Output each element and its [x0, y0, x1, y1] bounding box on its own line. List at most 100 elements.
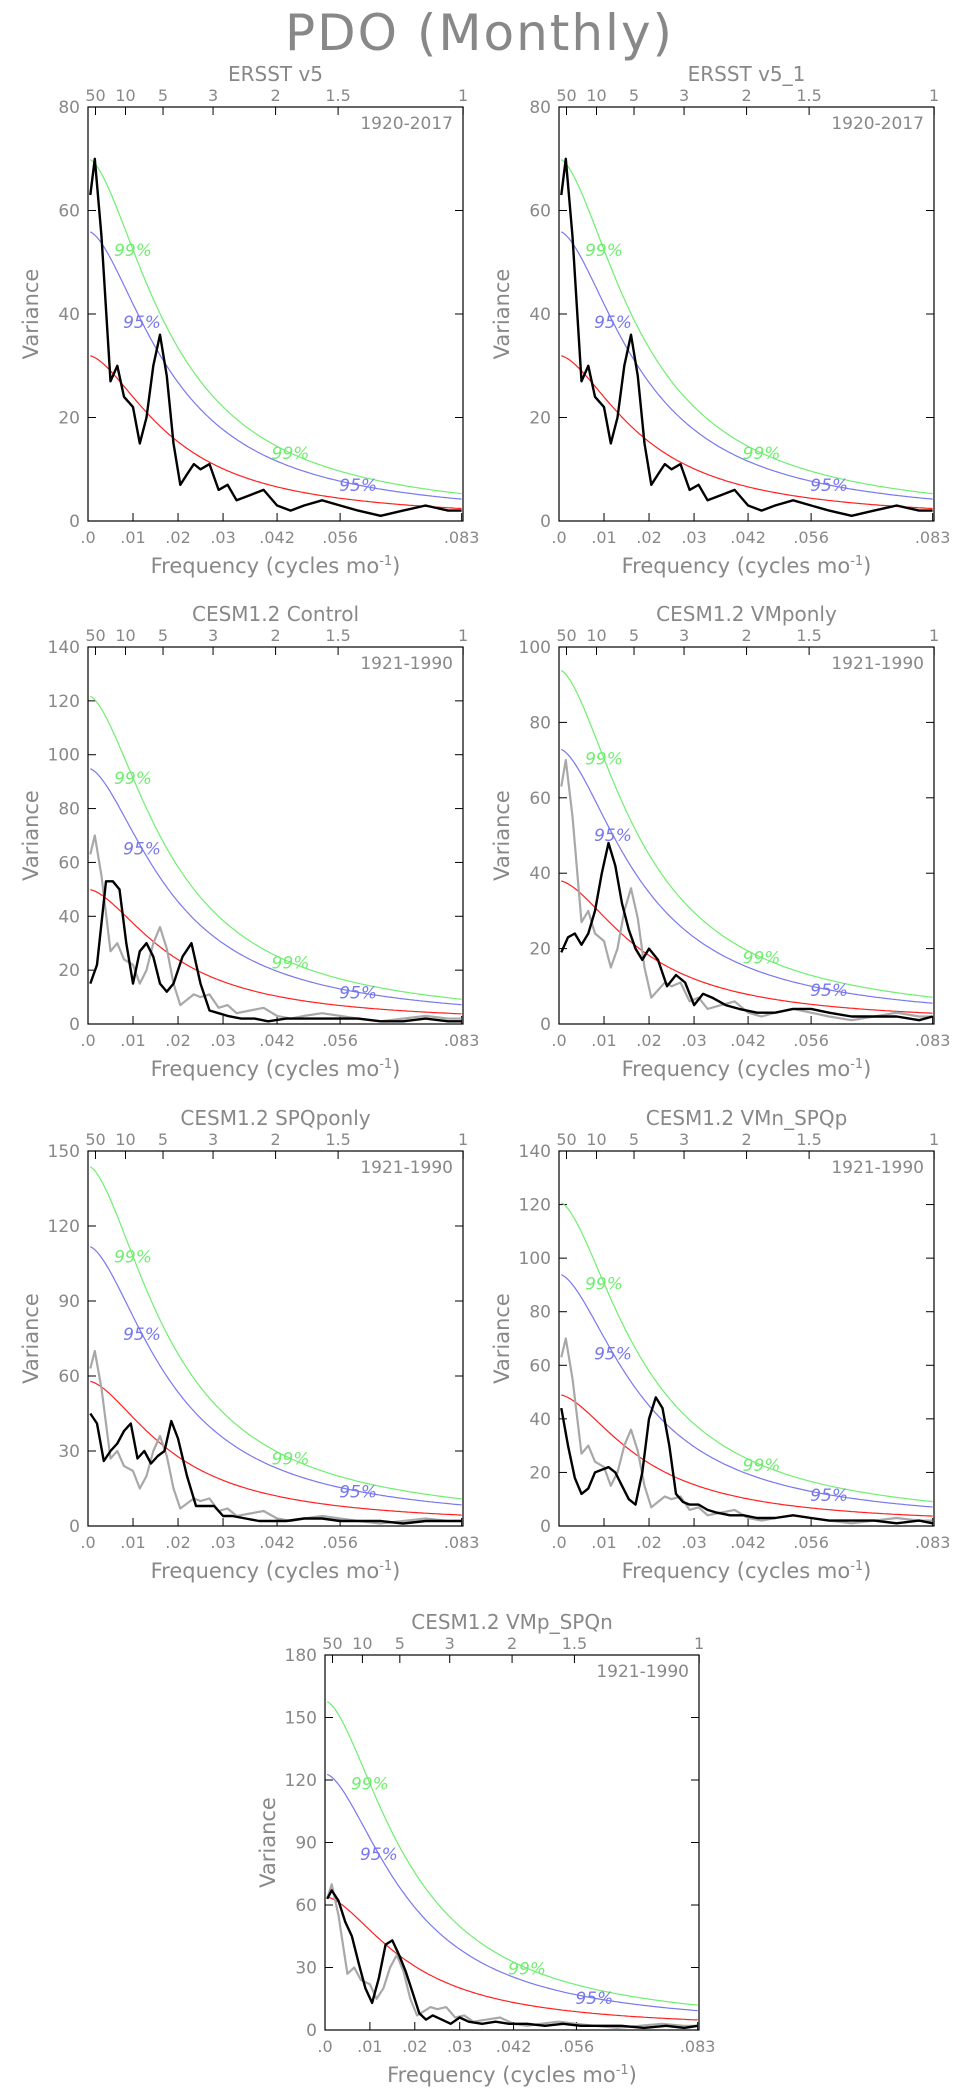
spectrum-series-line [89, 157, 462, 517]
period-tick-label: 5 [395, 1634, 405, 1653]
x-tick-label: .083 [915, 1031, 951, 1050]
spectrum-series-line [560, 841, 933, 1022]
period-tick-label: 1.5 [325, 1130, 350, 1149]
y-tick-label: 0 [69, 1015, 80, 1035]
ci95-label: 95% [339, 1482, 377, 1502]
x-tick-label: .01 [591, 1031, 616, 1050]
x-tick-label: .056 [793, 1533, 829, 1552]
period-tick-label: 10 [586, 86, 606, 105]
x-tick-label: .042 [730, 1533, 766, 1552]
x-tick-label: .042 [259, 528, 295, 547]
red-noise-curve [90, 1380, 462, 1516]
y-tick-label: 120 [285, 1771, 317, 1791]
ci95-label: 95% [594, 826, 632, 846]
x-tick-label: .0 [80, 1533, 95, 1552]
period-tick-label: 3 [679, 626, 689, 645]
chart-panel-5: CESM1.2 SPQponly1921-19900306090120150.0… [19, 1106, 479, 1583]
x-tick-label: .03 [681, 1533, 706, 1552]
y-tick-label: 60 [295, 1896, 317, 1916]
y-axis-label: Variance [19, 269, 43, 360]
chart-panel-4: CESM1.2 VMponly 1921-1990 0 20 40 60 80 100 .0 .0… [490, 602, 950, 1081]
ci95-curve [89, 1246, 462, 1506]
period-tick-label: 10 [115, 1130, 135, 1149]
chart-title: CESM1.2 VMn_SPQp [646, 1106, 848, 1130]
y-tick-label: 40 [58, 907, 80, 927]
ci99-label: 99% [743, 444, 781, 464]
red-noise-curve [90, 889, 462, 1015]
period-tick-label: 2 [507, 1634, 517, 1653]
period-tick-label: 5 [629, 1130, 639, 1149]
period-tick-label: 3 [679, 1130, 689, 1149]
x-tick-label: .0 [317, 2037, 332, 2056]
y-axis-label: Variance [19, 790, 43, 881]
spectrum-series-line [89, 880, 462, 1023]
period-tick-label: 2 [270, 626, 280, 645]
ci95-label: 95% [339, 476, 377, 496]
ci99-label: 99% [351, 1775, 389, 1795]
x-tick-label: .03 [210, 1533, 235, 1552]
x-tick-label: .0 [80, 1031, 95, 1050]
y-tick-label: 0 [306, 2021, 317, 2041]
ci99-label: 99% [272, 953, 310, 973]
y-tick-label: 80 [58, 800, 80, 820]
chart-panel-1: ERSST v5 1920-2017 0 20 40 60 80 .0 .01 .02 .03 .04… [19, 62, 479, 578]
period-tick-label: 50 [85, 626, 105, 645]
x-tick-label: .083 [444, 528, 480, 547]
ci99-curve [89, 1166, 462, 1500]
x-tick-label: .0 [551, 1031, 566, 1050]
x-tick-label: .056 [322, 1533, 358, 1552]
x-tick-label: .01 [357, 2037, 382, 2056]
y-tick-label: 60 [58, 853, 80, 873]
y-tick-label: 60 [529, 202, 551, 222]
y-tick-label: 30 [295, 1959, 317, 1979]
period-tick-label: 50 [85, 86, 105, 105]
y-axis-label: Variance [490, 790, 514, 881]
ci99-label: 99% [585, 1274, 623, 1294]
ci95-label: 95% [810, 981, 848, 1001]
ci99-curve [326, 1700, 698, 2006]
ci99-curve [560, 1202, 933, 1503]
y-tick-label: 20 [529, 1463, 551, 1483]
x-tick-label: .042 [730, 1031, 766, 1050]
x-tick-label: .056 [793, 528, 829, 547]
period-tick-label: 1 [458, 626, 468, 645]
ci95-curve [561, 1274, 933, 1508]
x-tick-label: .03 [681, 1031, 706, 1050]
x-tick-label: .083 [680, 2037, 716, 2056]
period-tick-label: 1 [458, 1130, 468, 1149]
period-label: 1920-2017 [360, 114, 453, 134]
chart-panel-7: CESM1.2 VMp_SPQn1921-1990030609012015018… [256, 1610, 715, 2087]
period-tick-label: 1 [929, 86, 939, 105]
ci95-label: 95% [123, 840, 161, 860]
y-tick-label: 80 [529, 98, 551, 118]
y-tick-label: 60 [529, 1356, 551, 1376]
y-tick-label: 120 [48, 1217, 80, 1237]
x-axis-label: Frequency (cycles mo-1) [622, 1559, 872, 1583]
y-axis-label: Variance [490, 269, 514, 360]
x-tick-label: .01 [120, 528, 145, 547]
ci95-curve [89, 231, 462, 500]
y-tick-label: 0 [540, 1517, 551, 1537]
red-noise-curve [90, 355, 462, 510]
ci95-label: 95% [360, 1845, 398, 1865]
chart-panel-3: CESM1.2 Control 1921-1990 0 20 40 60 80 100 120 1… [19, 602, 479, 1081]
plot-area: 99% 99% 95% 95% [560, 157, 933, 517]
x-tick-label: .083 [444, 1031, 480, 1050]
y-tick-label: 60 [58, 1367, 80, 1387]
ci99-curve [89, 159, 462, 495]
chart-title: ERSST v5_1 [688, 62, 806, 86]
period-tick-label: 1 [458, 86, 468, 105]
x-tick-label: .01 [120, 1533, 145, 1552]
period-tick-label: 10 [115, 626, 135, 645]
reference-series-line [89, 1349, 462, 1525]
y-tick-label: 80 [58, 98, 80, 118]
x-axis-label: Frequency (cycles mo-1) [151, 1057, 401, 1081]
ci99-label: 99% [743, 949, 781, 969]
x-tick-label: .01 [120, 1031, 145, 1050]
period-label: 1921-1990 [831, 1158, 924, 1178]
period-tick-label: 2 [270, 1130, 280, 1149]
period-tick-label: 3 [208, 626, 218, 645]
x-tick-label: .03 [210, 1031, 235, 1050]
ci95-label: 95% [123, 313, 161, 333]
period-tick-label: 10 [586, 626, 606, 645]
